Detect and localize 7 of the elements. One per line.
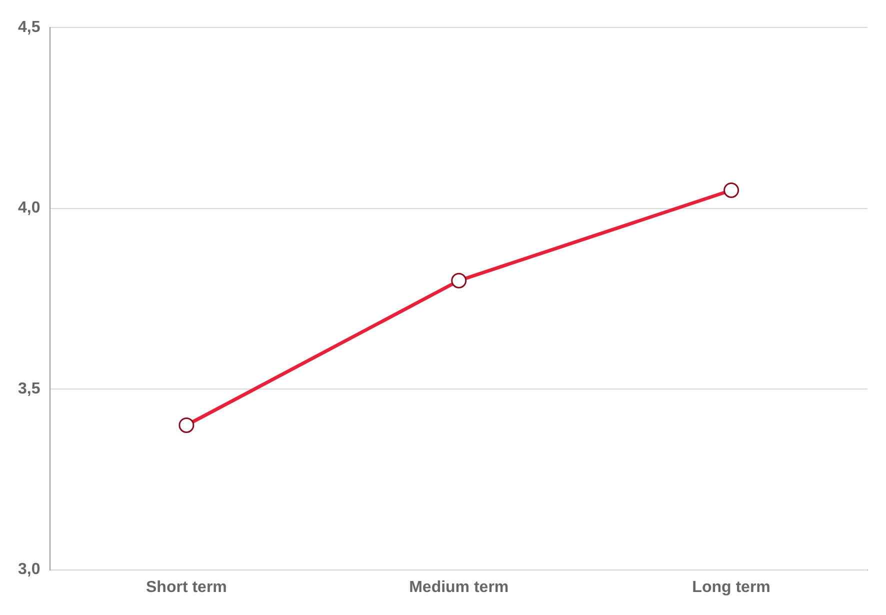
y-tick-label: 3,5 <box>18 380 40 398</box>
y-tick-label: 3,0 <box>18 561 40 578</box>
x-tick-label: Long term <box>692 578 770 596</box>
x-tick-label: Short term <box>146 578 227 596</box>
y-tick-label: 4,0 <box>18 200 40 217</box>
x-tick-label: Medium term <box>409 578 509 596</box>
y-tick-label: 4,5 <box>18 19 40 36</box>
